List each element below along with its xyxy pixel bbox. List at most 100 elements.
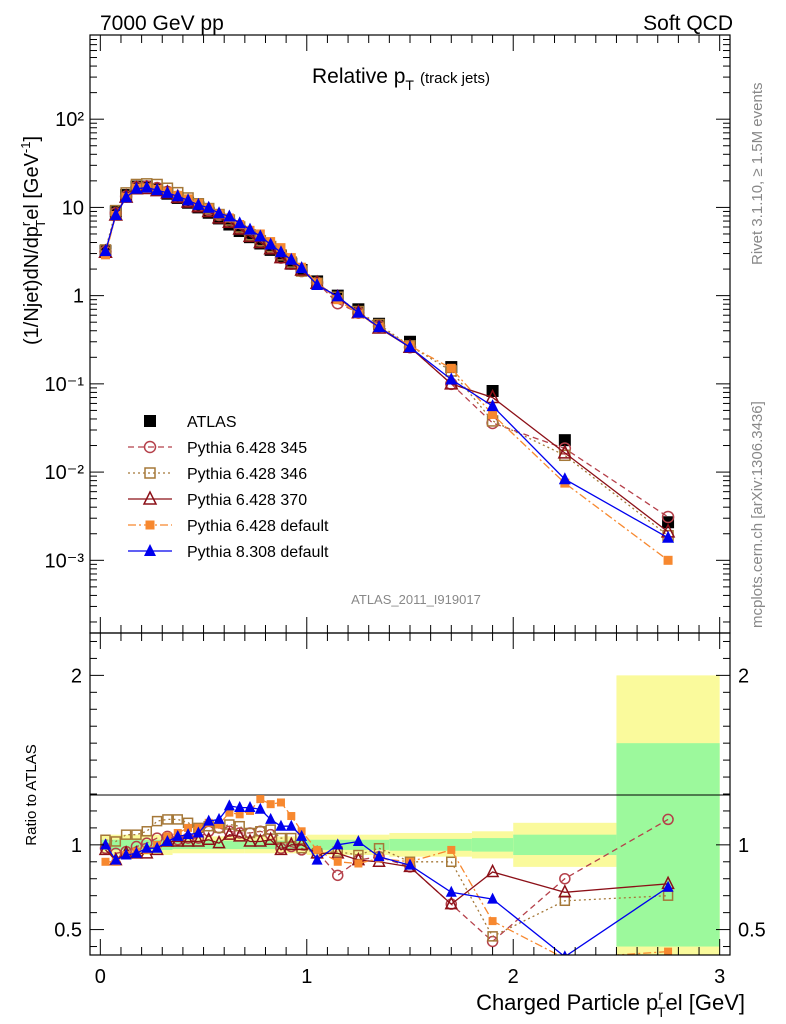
main-title: Relative pT (track jets) xyxy=(312,65,490,93)
data-point xyxy=(253,233,268,249)
data-point xyxy=(120,190,133,203)
data-point xyxy=(295,261,308,274)
data-point xyxy=(558,884,572,898)
data-point xyxy=(352,305,365,318)
data-point xyxy=(661,510,675,524)
data-point xyxy=(172,814,183,825)
data-point xyxy=(233,216,246,229)
data-point xyxy=(264,237,277,250)
data-point xyxy=(331,869,344,882)
ratio-line xyxy=(105,818,669,938)
data-point xyxy=(488,409,498,419)
data-point xyxy=(243,833,257,847)
data-point xyxy=(485,863,500,878)
data-point xyxy=(274,245,287,258)
main-y-axis: 10⁻³ 10⁻² 10⁻¹ 1 10 10² xyxy=(45,34,730,623)
legend-item: Pythia 6.428 346 xyxy=(128,466,307,483)
legend-item: ATLAS xyxy=(144,414,237,431)
series-atlas xyxy=(99,180,675,529)
ratio-y-tick-label-right: 2 xyxy=(738,665,749,687)
data-point xyxy=(110,836,122,847)
data-point xyxy=(296,829,308,841)
data-point xyxy=(265,812,277,824)
data-point xyxy=(445,885,457,897)
data-point xyxy=(143,440,157,454)
main-x-axis-ticks xyxy=(99,35,721,633)
data-point xyxy=(182,193,195,206)
data-point xyxy=(144,467,156,479)
data-point xyxy=(285,840,298,853)
legend-label: ATLAS xyxy=(187,414,237,431)
data-point xyxy=(286,832,297,844)
y-tick-label: 10² xyxy=(55,109,84,131)
data-point xyxy=(144,415,156,427)
data-point xyxy=(171,189,184,202)
data-point xyxy=(285,252,298,265)
x-axis: 0 1 2 3 xyxy=(95,633,725,988)
data-point xyxy=(201,831,216,846)
data-point xyxy=(223,799,235,811)
data-point xyxy=(256,795,265,804)
legend-item: Pythia 6.428 default xyxy=(128,518,329,535)
analysis-label: ATLAS_2011_I919017 xyxy=(351,592,481,607)
data-point xyxy=(662,813,674,826)
ratio-y-tick-label-right: 1 xyxy=(738,835,749,857)
data-point xyxy=(130,181,143,194)
header-right: Soft QCD xyxy=(643,12,733,35)
data-point xyxy=(191,833,206,847)
data-point xyxy=(285,819,297,831)
atlas-uncertainty-bands xyxy=(100,675,720,955)
data-point xyxy=(192,197,205,210)
data-point xyxy=(212,834,226,849)
data-point xyxy=(202,200,215,213)
rivet-label: Rivet 3.1.10, ≥ 1.5M events xyxy=(749,83,766,266)
data-point xyxy=(225,808,234,817)
x-tick-label: 2 xyxy=(508,966,519,988)
data-point xyxy=(662,880,674,892)
data-point xyxy=(161,834,173,846)
data-point xyxy=(254,237,267,250)
main-y-axis-label: (1/Njet)dN/dprTel [GeV-1] xyxy=(18,136,48,345)
x-axis-label: Charged Particle pr Tel [GeV] xyxy=(476,987,745,1020)
y-tick-label: 10⁻¹ xyxy=(45,374,85,396)
data-point xyxy=(161,185,174,198)
data-point xyxy=(223,209,236,222)
data-point xyxy=(404,340,416,353)
y-tick-label: 10 xyxy=(62,197,84,219)
ratio-y-tick-label: 1 xyxy=(71,835,82,857)
data-point xyxy=(373,320,386,333)
data-point xyxy=(332,838,344,850)
data-point xyxy=(263,831,278,846)
data-point xyxy=(444,895,459,910)
data-point xyxy=(373,850,385,862)
data-point xyxy=(663,555,673,565)
data-point xyxy=(232,828,247,842)
data-point xyxy=(284,836,299,851)
data-point xyxy=(559,872,571,885)
data-point xyxy=(151,815,163,827)
ratio-pythia-8-308-default xyxy=(99,799,674,955)
data-point xyxy=(141,826,153,837)
data-point xyxy=(287,812,296,821)
data-point xyxy=(244,827,256,839)
data-point xyxy=(213,206,226,219)
data-point xyxy=(562,950,568,955)
data-point xyxy=(192,826,204,838)
data-point xyxy=(151,841,163,853)
data-point xyxy=(254,229,267,242)
data-point xyxy=(294,836,309,851)
data-point xyxy=(447,845,456,854)
data-point xyxy=(234,801,246,813)
legend-item: Pythia 6.428 345 xyxy=(128,440,307,457)
data-point xyxy=(215,820,224,829)
main-panel: 10⁻³ 10⁻² 10⁻¹ 1 10 10² Relative pT (track jet… xyxy=(18,34,731,634)
x-tick-label: 3 xyxy=(714,966,725,988)
data-point xyxy=(144,544,156,556)
data-point xyxy=(130,846,142,858)
y-tick-label: 10⁻² xyxy=(45,462,85,484)
data-point xyxy=(254,802,266,814)
legend: ATLAS Pythia 6.428 345 Pythia 6.428 346 Pyt… xyxy=(128,414,329,561)
data-point xyxy=(313,845,322,854)
data-point xyxy=(109,208,122,221)
